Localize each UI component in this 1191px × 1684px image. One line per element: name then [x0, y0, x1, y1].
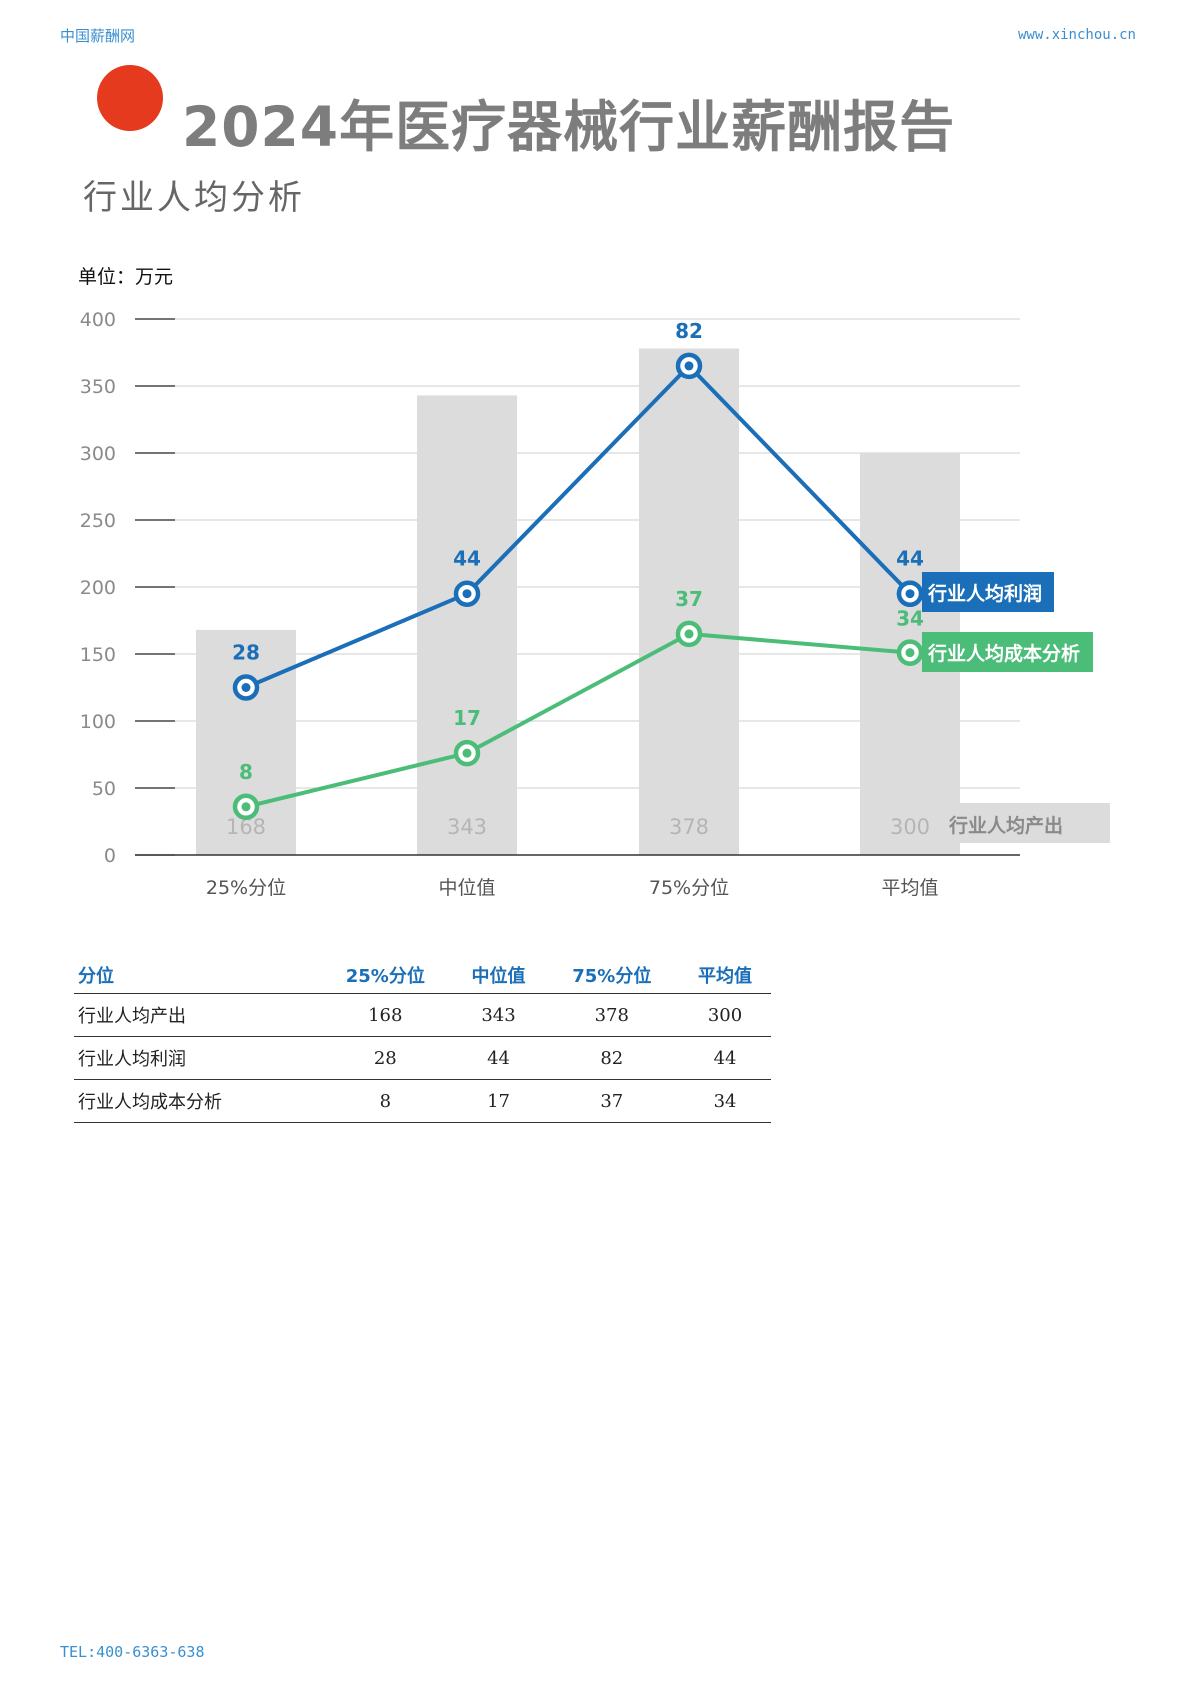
y-tick-label: 300: [80, 443, 116, 465]
y-tick-label: 50: [92, 778, 116, 800]
title-dot: [97, 65, 163, 131]
y-tick-label: 250: [80, 510, 116, 532]
data-label: 44: [896, 547, 924, 571]
table-cell: 300: [679, 993, 771, 1037]
table-header-row: 分位 25%分位 中位值 75%分位 平均值: [74, 957, 771, 994]
series-line: [245, 363, 912, 690]
data-label: 82: [675, 319, 703, 343]
bar-value-label: 378: [669, 815, 709, 839]
series-line: [245, 631, 911, 809]
x-tick-label: 75%分位: [649, 877, 729, 899]
bar: [417, 395, 517, 855]
marker-dot: [684, 629, 694, 639]
table-header-cell: 75%分位: [544, 957, 680, 994]
legend-label: 行业人均产出: [948, 814, 1063, 837]
marker-dot: [905, 648, 915, 658]
table-cell: 34: [679, 1079, 771, 1123]
x-tick-label: 25%分位: [206, 877, 286, 899]
y-tick-label: 400: [80, 309, 116, 331]
x-tick-label: 平均值: [881, 877, 938, 899]
table-cell: 82: [544, 1036, 680, 1080]
table-cell: 17: [452, 1079, 545, 1123]
data-label: 8: [239, 760, 253, 784]
table-header-cell: 25%分位: [318, 957, 453, 994]
table-cell: 168: [318, 993, 453, 1037]
bar: [639, 348, 739, 855]
table-row: 行业人均利润 28 44 82 44: [74, 1036, 771, 1080]
table-cell: 行业人均利润: [74, 1036, 318, 1080]
marker-dot: [241, 683, 251, 692]
legend-label: 行业人均利润: [927, 582, 1042, 605]
marker-dot: [905, 589, 915, 599]
y-tick-label: 150: [80, 644, 116, 666]
marker-dot: [462, 589, 472, 599]
table-header-cell: 平均值: [679, 957, 771, 994]
site-name: 中国薪酬网: [60, 27, 136, 45]
data-label: 28: [232, 641, 260, 665]
table-cell: 378: [544, 993, 680, 1037]
data-table: 分位 25%分位 中位值 75%分位 平均值 行业人均产出 168 343 37…: [74, 957, 771, 1123]
y-tick-label: 200: [80, 577, 116, 599]
site-url[interactable]: www.xinchou.cn: [1017, 27, 1136, 43]
table-cell: 8: [318, 1079, 453, 1123]
table-cell: 行业人均产出: [74, 993, 318, 1037]
data-label: 44: [453, 547, 481, 571]
bar-value-label: 343: [447, 815, 487, 839]
marker-dot: [462, 748, 472, 758]
page-title: 2024年医疗器械行业薪酬报告: [182, 95, 956, 159]
legend-label: 行业人均成本分析: [927, 642, 1080, 665]
table-cell: 28: [318, 1036, 453, 1080]
y-tick-label: 0: [104, 845, 116, 867]
section-subtitle: 行业人均分析: [83, 178, 305, 218]
x-tick-label: 中位值: [438, 877, 495, 899]
legend-box: [938, 803, 1110, 843]
data-label: 34: [896, 607, 924, 631]
footer-phone: TEL:400-6363-638: [60, 1643, 205, 1661]
table-cell: 44: [679, 1036, 771, 1080]
table-row: 行业人均成本分析 8 17 37 34: [74, 1079, 771, 1123]
y-tick-label: 100: [80, 711, 116, 733]
unit-label: 单位：万元: [78, 266, 174, 288]
marker-dot: [684, 361, 694, 371]
bar-value-label: 300: [890, 815, 930, 839]
marker-dot: [241, 802, 251, 812]
table-header-cell: 中位值: [452, 957, 545, 994]
table-cell: 44: [452, 1036, 545, 1080]
legend-box: [922, 632, 1093, 672]
legend-box: [922, 572, 1054, 612]
table-cell: 行业人均成本分析: [74, 1079, 318, 1123]
table-row: 行业人均产出 168 343 378 300: [74, 993, 771, 1037]
table-cell: 37: [544, 1079, 680, 1123]
data-label: 17: [453, 706, 481, 730]
table-cell: 343: [452, 993, 545, 1037]
data-label: 37: [675, 587, 703, 611]
table-header-cell: 分位: [74, 957, 318, 994]
y-tick-label: 350: [80, 376, 116, 398]
